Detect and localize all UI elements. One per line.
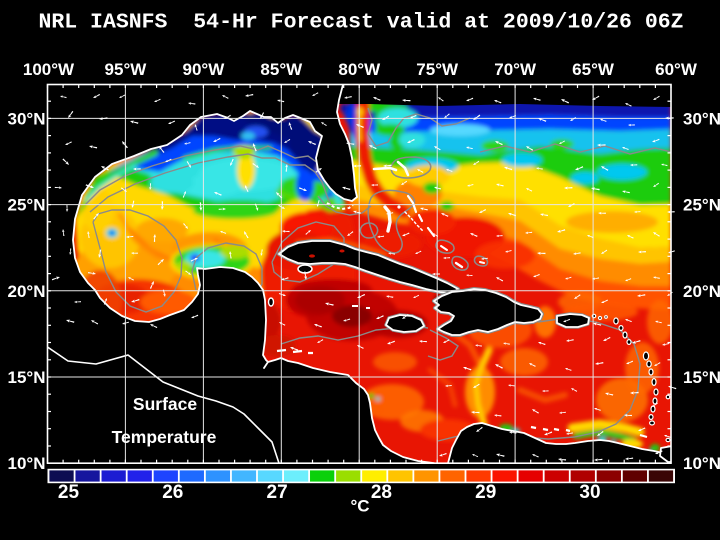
svg-text:60°W: 60°W xyxy=(655,60,698,79)
svg-text:25°N: 25°N xyxy=(683,196,720,215)
svg-text:85°W: 85°W xyxy=(260,60,303,79)
svg-text:65°W: 65°W xyxy=(572,60,615,79)
svg-text:26: 26 xyxy=(162,482,183,503)
svg-text:25°N: 25°N xyxy=(8,196,46,215)
svg-text:°C: °C xyxy=(350,497,369,516)
svg-text:27: 27 xyxy=(267,482,288,503)
svg-text:15°N: 15°N xyxy=(683,368,720,387)
svg-text:100°W: 100°W xyxy=(23,60,75,79)
svg-text:28: 28 xyxy=(371,482,392,503)
svg-text:30°N: 30°N xyxy=(8,109,46,128)
svg-text:90°W: 90°W xyxy=(182,60,225,79)
svg-text:10°N: 10°N xyxy=(683,454,720,473)
svg-text:80°W: 80°W xyxy=(338,60,381,79)
svg-text:70°W: 70°W xyxy=(494,60,537,79)
svg-text:Surface: Surface xyxy=(133,394,197,414)
svg-text:30°N: 30°N xyxy=(683,109,720,128)
svg-text:25: 25 xyxy=(58,482,80,503)
svg-text:29: 29 xyxy=(475,482,496,503)
svg-text:95°W: 95°W xyxy=(105,60,148,79)
svg-text:15°N: 15°N xyxy=(8,368,46,387)
svg-text:20°N: 20°N xyxy=(8,282,46,301)
svg-text:20°N: 20°N xyxy=(683,282,720,301)
svg-text:75°W: 75°W xyxy=(416,60,459,79)
svg-text:30: 30 xyxy=(579,482,600,503)
svg-text:10°N: 10°N xyxy=(8,454,46,473)
svg-text:Temperature: Temperature xyxy=(112,427,217,447)
svg-text:NRL IASNFS 54-Hr Forecast val: NRL IASNFS 54-Hr Forecast valid at 2009/… xyxy=(38,11,683,35)
